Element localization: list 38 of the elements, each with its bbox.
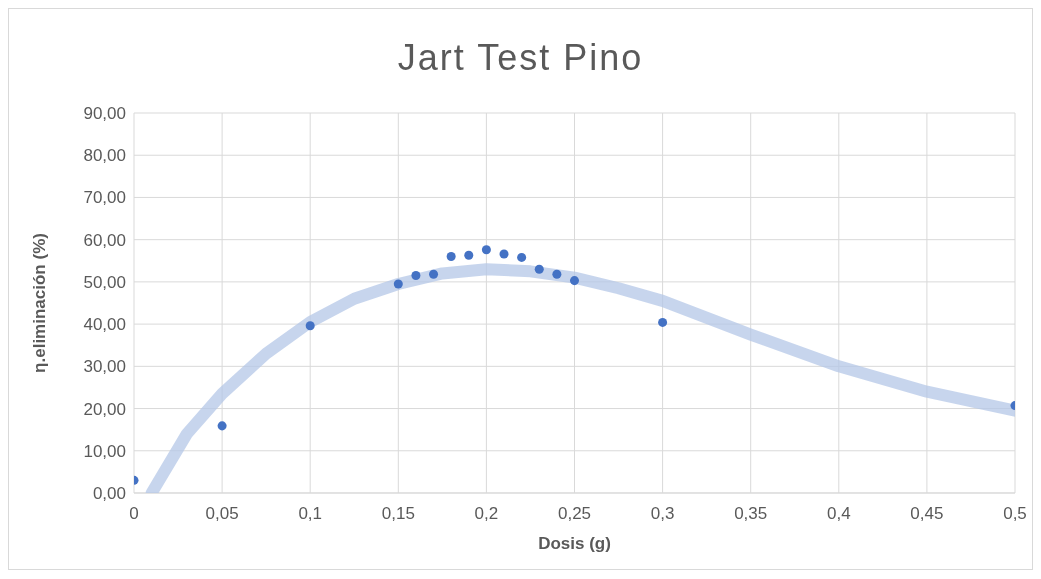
point xyxy=(658,317,668,327)
chart-title: Jart Test Pino xyxy=(396,36,645,80)
x-axis-title: Dosis (g) xyxy=(538,534,611,553)
x-tick-label: 0,35 xyxy=(734,504,768,523)
point xyxy=(464,250,474,260)
y-tick-label: 10,00 xyxy=(83,441,126,461)
x-tick-label: 0,05 xyxy=(205,504,239,523)
point xyxy=(534,264,544,274)
x-tick-label: 0,4 xyxy=(826,504,851,523)
point xyxy=(446,252,456,262)
x-tick-label: 0,5 xyxy=(1003,504,1027,523)
point xyxy=(517,252,527,262)
point xyxy=(499,249,509,259)
x-tick-label: 0 xyxy=(129,504,139,523)
y-tick-label: 90,00 xyxy=(83,104,126,124)
y-axis-title: η.eliminación (%) xyxy=(30,233,50,373)
point xyxy=(481,245,491,255)
x-tick-label: 0,15 xyxy=(381,504,415,523)
y-tick-label: 0,00 xyxy=(92,484,126,504)
x-tick-label: 0,25 xyxy=(557,504,592,523)
y-tick-label: 30,00 xyxy=(83,357,126,377)
point xyxy=(393,279,403,289)
x-tick-label: 0,1 xyxy=(298,504,323,523)
y-tick-label: 70,00 xyxy=(83,188,126,208)
y-tick-label: 20,00 xyxy=(83,399,126,419)
y-tick-label: 80,00 xyxy=(83,146,126,166)
point xyxy=(305,321,315,331)
y-tick-label: 60,00 xyxy=(83,230,126,250)
point xyxy=(552,269,562,279)
y-tick-label: 50,00 xyxy=(83,272,126,292)
point xyxy=(411,271,421,281)
x-tick-label: 0,3 xyxy=(650,504,675,523)
point xyxy=(217,421,227,431)
y-tick-label: 40,00 xyxy=(83,315,126,335)
point xyxy=(429,269,439,279)
x-tick-label: 0,45 xyxy=(910,504,944,523)
x-tick-label: 0,2 xyxy=(474,504,499,523)
point xyxy=(569,276,580,286)
